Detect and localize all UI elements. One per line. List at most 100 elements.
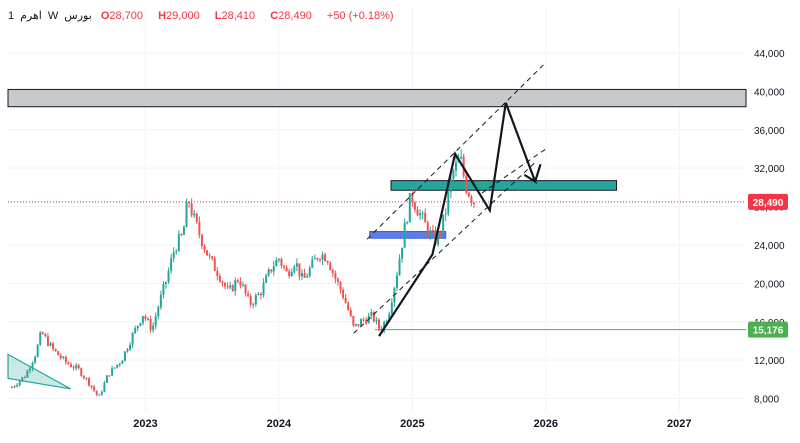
candle-body [265, 275, 268, 283]
candle-body [52, 343, 55, 349]
x-tick-label: 2027 [667, 418, 691, 430]
candle-body [247, 293, 250, 297]
candle-body [39, 332, 42, 345]
candle-body [180, 234, 183, 236]
candle-body [257, 293, 260, 296]
x-tick-label: 2024 [267, 418, 292, 430]
candle-body [413, 202, 416, 210]
y-tick-label: 44,000 [754, 49, 785, 60]
candle-body [272, 266, 275, 272]
candle-body [449, 178, 452, 193]
candle-body [388, 313, 391, 322]
candle-body [311, 259, 314, 268]
candle-body [152, 325, 155, 331]
candle-body [452, 170, 455, 179]
candle-body [126, 349, 129, 352]
candle-body [70, 364, 73, 368]
candle-body [11, 387, 14, 389]
candle-body [318, 259, 321, 261]
candle-body [429, 230, 432, 236]
candle-body [362, 319, 365, 321]
candle-body [131, 333, 134, 345]
candle-body [390, 302, 393, 314]
candle-body [18, 380, 21, 385]
candle-body [424, 212, 427, 223]
candle-body [380, 328, 383, 331]
candle-body [72, 367, 75, 369]
candle-body [421, 212, 424, 214]
candle-body [154, 316, 157, 326]
candle-body [344, 297, 347, 303]
symbol-label: بورس [64, 10, 92, 22]
chart-header: 1 اهرم W بورس O28,700 H29,000 L28,410 C28,4… [8, 9, 400, 22]
channel-upper-line [366, 62, 547, 240]
interval-label: W [47, 10, 59, 22]
candle-body [331, 270, 334, 273]
candle-body [470, 196, 473, 203]
candle-body [105, 375, 108, 383]
candle-body [139, 323, 142, 326]
support-badge-bg [748, 321, 788, 338]
candle-body [164, 281, 167, 285]
candle-body [288, 271, 291, 277]
candle-body [454, 162, 457, 171]
candle-body [46, 336, 49, 346]
candle-body [229, 285, 232, 288]
candle-body [385, 321, 388, 323]
candle-body [419, 213, 422, 216]
candle-body [406, 222, 409, 224]
candle-body [439, 232, 442, 234]
candle-body [216, 270, 219, 276]
y-tick-label: 20,000 [754, 279, 785, 290]
candle-body [85, 377, 88, 379]
x-axis: 2023 2024 2025 2026 2027 [133, 418, 691, 430]
candle-body [249, 296, 252, 305]
candle-body [226, 286, 229, 288]
candle-body [375, 319, 378, 322]
candle-body [175, 251, 178, 253]
candle-body [44, 334, 47, 337]
candle-body [221, 281, 224, 283]
candle-body [170, 258, 173, 271]
candle-body [167, 270, 170, 282]
candle-body [342, 289, 345, 298]
candle-body [329, 263, 332, 271]
candle-body [90, 385, 93, 387]
candle-body [378, 319, 381, 329]
candle-body [64, 356, 67, 363]
y-tick-label: 36,000 [754, 126, 785, 137]
triangle-pattern [7, 353, 72, 390]
candle-body [95, 390, 98, 395]
candle-body [444, 213, 447, 215]
support-badge: 15,176 [753, 326, 784, 337]
candle-body [236, 280, 239, 282]
candle-body [87, 378, 90, 386]
candle-body [241, 284, 244, 286]
candle-body [231, 285, 234, 292]
count-label: 1 [8, 10, 15, 22]
candle-body [308, 267, 311, 277]
candle-body [67, 362, 70, 365]
candle-body [365, 319, 368, 324]
candle-body [134, 327, 137, 334]
candle-body [347, 302, 350, 310]
candle-body [103, 382, 106, 392]
y-axis: 8,00012,00016,00020,00024,00028,00032,00… [754, 49, 785, 406]
candle-body [206, 250, 209, 256]
candle-body [213, 258, 216, 271]
candle-body [411, 193, 414, 203]
candle-body [16, 384, 19, 387]
candle-body [354, 324, 357, 326]
candle-body [121, 360, 124, 364]
candle-body [118, 363, 121, 365]
candle-body [62, 356, 65, 359]
candle-body [280, 258, 283, 266]
candle-body [185, 202, 188, 228]
candle-body [198, 221, 201, 235]
candle-body [162, 284, 165, 295]
candle-body [80, 368, 83, 376]
candle-body [326, 261, 329, 264]
candle-body [244, 284, 247, 294]
x-tick-label: 2026 [534, 418, 558, 430]
